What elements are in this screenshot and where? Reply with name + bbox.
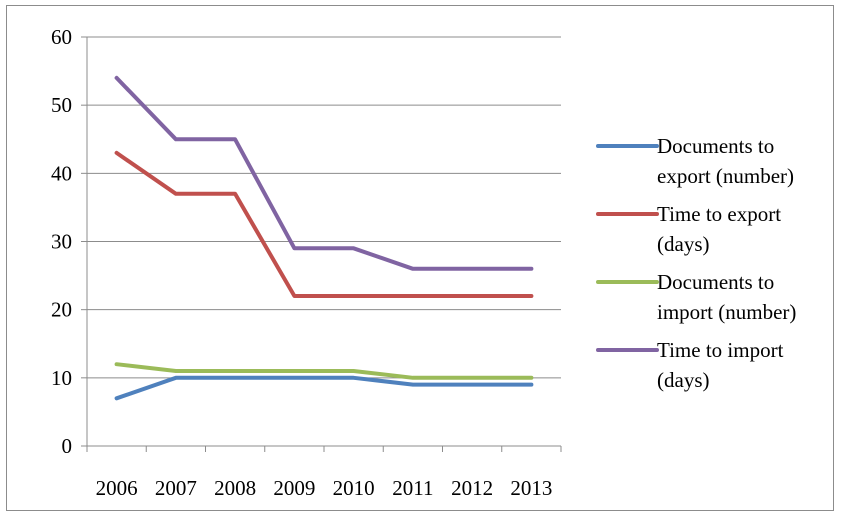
legend-label-2: (days)	[657, 232, 709, 256]
legend: Documents to export (number) Time to expor…	[596, 134, 796, 392]
legend-label-4: (days)	[657, 368, 709, 392]
chart-frame	[6, 5, 834, 511]
x-axis-ticks: 2006 2007 2008 2009 2010 2011 2012 2013	[96, 476, 553, 500]
series-line-4	[114, 75, 534, 271]
x-tick-label: 2012	[451, 476, 493, 500]
gridlines	[87, 36, 561, 379]
legend-label-3: Documents to	[657, 270, 774, 294]
y-tick-label: 0	[62, 434, 73, 458]
y-tick-label: 40	[51, 161, 72, 185]
legend-label-1: Documents to	[657, 134, 774, 158]
y-tick-label: 20	[51, 298, 72, 322]
legend-label-4: Time to import	[657, 338, 784, 362]
legend-label-3: import (number)	[657, 300, 796, 324]
x-tick-label: 2013	[510, 476, 552, 500]
y-tick-label: 50	[51, 93, 72, 117]
y-tick-label: 10	[51, 366, 72, 390]
series-line-1	[114, 375, 534, 401]
x-tick-label: 2006	[96, 476, 138, 500]
axes	[81, 36, 562, 452]
y-tick-label: 30	[51, 230, 72, 254]
x-tick-label: 2010	[333, 476, 375, 500]
x-tick-label: 2011	[392, 476, 433, 500]
x-tick-label: 2009	[273, 476, 315, 500]
series-line-3	[114, 362, 534, 380]
series-line-2	[114, 150, 534, 298]
legend-label-1: export (number)	[657, 164, 794, 188]
legend-label-2: Time to export	[657, 202, 781, 226]
y-tick-label: 60	[51, 25, 72, 49]
x-tick-label: 2008	[214, 476, 256, 500]
series-lines	[114, 75, 534, 401]
y-axis-ticks: 0 10 20 30 40 50 60	[51, 25, 72, 458]
x-tick-label: 2007	[155, 476, 197, 500]
